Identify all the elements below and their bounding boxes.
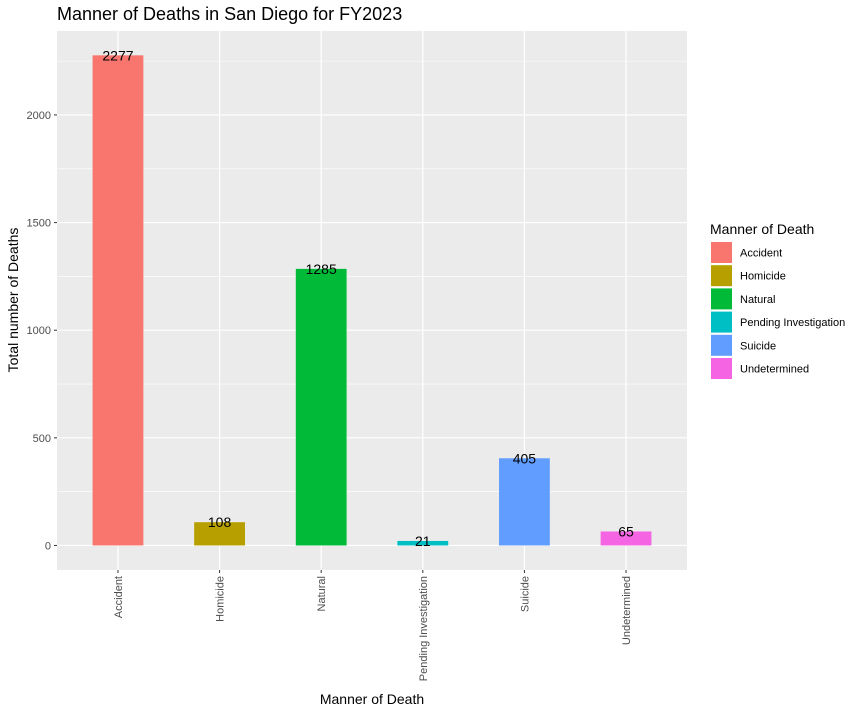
x-axis: Accident Homicide Natural Pending Investiga… xyxy=(113,570,633,681)
legend-swatch xyxy=(711,311,732,333)
data-label: 2277 xyxy=(102,47,133,63)
x-tick-label: Homicide xyxy=(215,576,227,622)
plot-panel xyxy=(57,31,687,570)
data-label: 65 xyxy=(618,523,634,539)
x-tick-label: Undetermined xyxy=(621,576,633,645)
data-label: 405 xyxy=(513,450,537,466)
legend-entry-label: Pending Investigation xyxy=(740,317,845,329)
data-label: 108 xyxy=(208,514,232,530)
x-tick-label: Accident xyxy=(113,576,125,618)
legend-entry-label: Accident xyxy=(740,248,782,260)
legend-entry-label: Suicide xyxy=(740,340,776,352)
bar xyxy=(499,458,550,546)
y-axis-title: Total number of Deaths xyxy=(5,228,21,373)
y-tick-label: 500 xyxy=(33,433,51,445)
bar xyxy=(194,522,245,546)
chart-title: Manner of Deaths in San Diego for FY2023 xyxy=(57,4,402,24)
y-tick-label: 1500 xyxy=(27,218,51,230)
y-tick-label: 2000 xyxy=(27,110,51,122)
data-labels-group: 2277 108 1285 21 405 65 xyxy=(102,47,634,549)
legend-swatch xyxy=(711,265,732,287)
x-tick-label: Pending Investigation xyxy=(418,576,430,681)
legend-entry-label: Homicide xyxy=(740,271,786,283)
y-tick-label: 0 xyxy=(45,540,51,552)
bar xyxy=(600,531,652,546)
legend-title: Manner of Death xyxy=(710,221,814,237)
bar xyxy=(397,540,449,546)
data-label: 1285 xyxy=(306,261,337,277)
legend-swatch xyxy=(711,334,732,356)
legend-swatch xyxy=(711,242,732,263)
bars-group xyxy=(92,55,652,546)
legend-entry-label: Natural xyxy=(740,294,775,306)
data-label: 21 xyxy=(415,533,431,549)
x-tick-label: Suicide xyxy=(519,576,531,612)
legend: Manner of Death Accident Homicide Natural P… xyxy=(710,221,845,379)
legend-swatch xyxy=(711,288,732,310)
x-tick-label: Natural xyxy=(316,576,328,611)
y-axis: 0 500 1000 1500 2000 xyxy=(27,110,57,552)
bar xyxy=(295,268,347,546)
minor-gridlines xyxy=(57,60,687,492)
bar xyxy=(92,55,144,546)
y-tick-label: 1000 xyxy=(27,325,51,337)
legend-swatch xyxy=(711,358,732,379)
x-axis-title: Manner of Death xyxy=(320,691,424,707)
legend-entry-label: Undetermined xyxy=(740,364,809,376)
